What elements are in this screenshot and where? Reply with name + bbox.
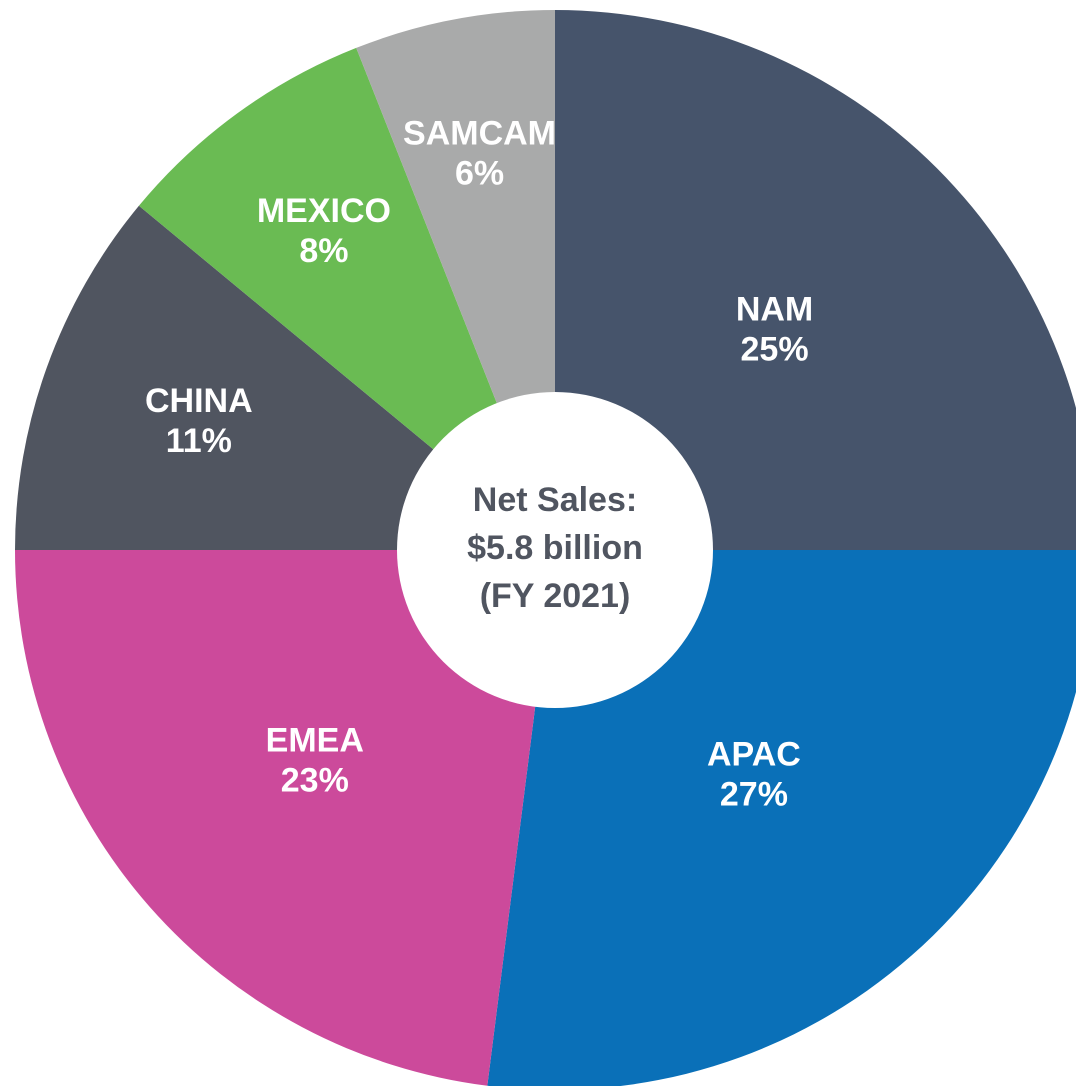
slice-value-label: 6%: [455, 154, 504, 192]
pie-slice: [15, 550, 555, 1086]
center-text: $5.8 billion: [467, 529, 643, 567]
pie-slice: [15, 205, 555, 550]
slice-category: NAM: [736, 290, 813, 328]
center-text: Net Sales:: [473, 481, 637, 519]
pie-slice: [138, 47, 555, 551]
center-text: (FY 2021): [480, 577, 631, 615]
slice-category: SAMCAM: [403, 114, 556, 152]
slice-value-label: 25%: [741, 330, 809, 368]
pie-slice: [555, 10, 1076, 550]
slice-value-label: 23%: [281, 762, 349, 800]
slice-category: MEXICO: [257, 192, 391, 230]
slice-value-label: 11%: [166, 422, 232, 460]
slice-category: EMEA: [266, 722, 364, 760]
slice-value-label: 27%: [720, 776, 788, 814]
center-hole: [397, 392, 713, 708]
slice-category: APAC: [707, 736, 801, 774]
slice-value-label: 8%: [299, 232, 348, 270]
slice-category: CHINA: [145, 382, 253, 420]
